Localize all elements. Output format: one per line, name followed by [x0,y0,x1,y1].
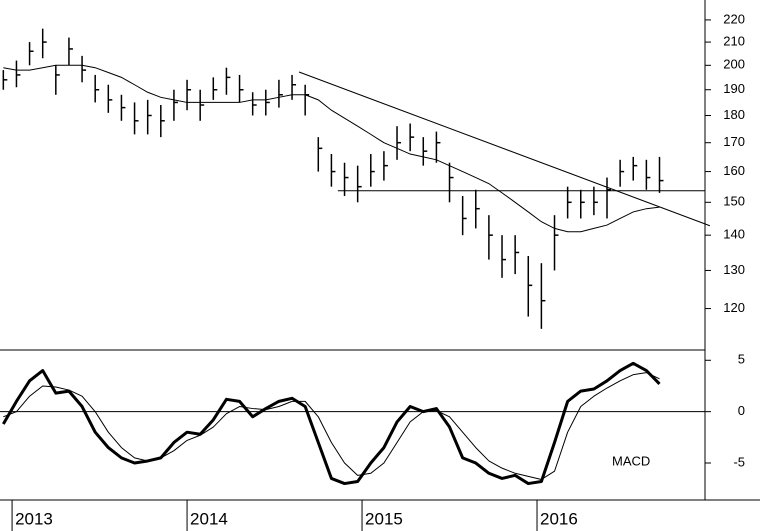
x-tick-label: 2016 [540,509,578,528]
y-tick-label: 130 [723,262,745,277]
y-tick-label: -5 [733,454,745,469]
y-tick-label: 0 [738,403,745,418]
y-tick-label: 160 [723,163,745,178]
macd-line [3,372,660,480]
macd-line [2,361,661,486]
y-tick-label: 120 [723,300,745,315]
y-tick-label: 150 [723,194,745,209]
y-tick-label: 210 [723,34,745,49]
x-tick-label: 2015 [365,509,403,528]
macd-label: MACD [612,453,650,468]
y-tick-label: 180 [723,107,745,122]
moving-average [3,64,660,233]
y-tick-label: 140 [723,227,745,242]
y-tick-label: 220 [723,11,745,26]
y-tick-label: 170 [723,134,745,149]
y-tick-label: 190 [723,81,745,96]
trendline [298,71,711,227]
y-tick-label: 200 [723,57,745,72]
x-tick-label: 2013 [15,509,53,528]
y-tick-label: 5 [738,352,745,367]
x-tick-label: 2014 [190,509,228,528]
